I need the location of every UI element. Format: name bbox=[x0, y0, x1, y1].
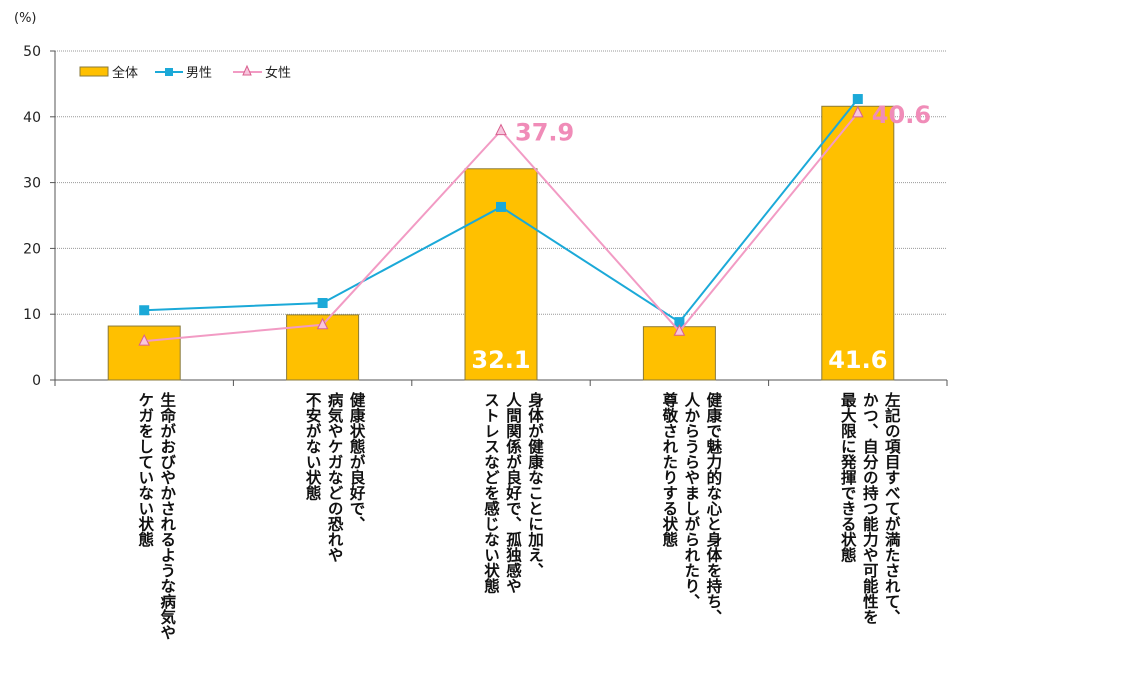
legend-swatch-bar bbox=[79, 66, 109, 77]
x-category-label: 健康で魅力的な心と身体を持ち、 人からうらやましがられたり、 尊敬されたりする状… bbox=[660, 392, 723, 625]
legend-marker-square bbox=[165, 68, 173, 76]
bar bbox=[821, 105, 895, 381]
marker-square bbox=[674, 317, 685, 328]
marker-triangle bbox=[138, 334, 151, 346]
marker-triangle bbox=[316, 317, 329, 330]
legend-label: 女性 bbox=[265, 65, 291, 81]
marker-square bbox=[317, 298, 328, 309]
line-data-label: 37.9 bbox=[515, 119, 574, 147]
line-data-label: 40.6 bbox=[872, 101, 931, 129]
bar-data-label: 32.1 bbox=[471, 346, 530, 374]
x-category-label: 身体が健康なことに加え、 人間関係が良好で、孤独感や ストレスなどを感じない状態 bbox=[482, 392, 544, 594]
y-tick-label: 30 bbox=[23, 176, 41, 192]
x-category-label: 健康状態が良好で、 病気やケガなどの恐れや 不安がない状態 bbox=[303, 392, 366, 563]
y-tick-label: 40 bbox=[23, 110, 41, 126]
y-tick-label: 50 bbox=[23, 44, 41, 60]
marker-triangle bbox=[495, 123, 507, 136]
marker-square bbox=[139, 305, 150, 316]
y-tick-label: 10 bbox=[23, 307, 41, 323]
y-tick-label: 20 bbox=[23, 241, 41, 257]
marker-square bbox=[852, 94, 863, 105]
unit-label: (%) bbox=[14, 11, 37, 26]
x-category-label: 生命がおびやかされるような病気や ケガをしていない状態 bbox=[136, 392, 177, 640]
legend-marker-triangle bbox=[242, 64, 252, 76]
marker-square bbox=[496, 201, 506, 212]
bar-data-label: 41.6 bbox=[828, 346, 887, 374]
legend-label: 全体 bbox=[112, 65, 138, 81]
marker-triangle bbox=[851, 105, 864, 118]
y-tick-label: 0 bbox=[32, 373, 41, 389]
marker-triangle bbox=[673, 324, 686, 336]
legend-label: 男性 bbox=[186, 66, 212, 81]
x-category-label: 左記の項目すべてが満たされて、 かつ、自分の持つ能力や可能性を 最大限に発揮でき… bbox=[838, 392, 901, 625]
